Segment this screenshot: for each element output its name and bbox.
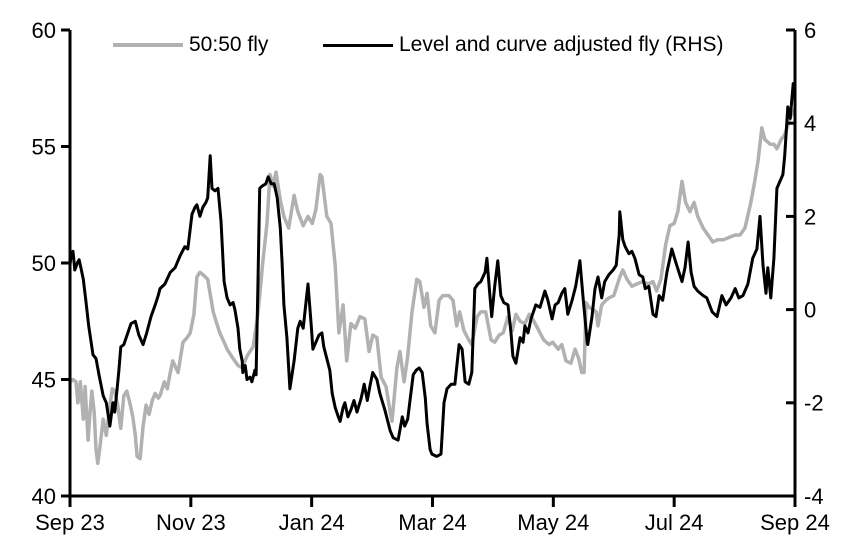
y-right-label-0: 0 <box>804 298 816 323</box>
y-right-label-6: 6 <box>804 18 816 43</box>
legend-item-5050-fly: 50:50 fly <box>113 34 268 56</box>
x-label-0: Sep 23 <box>35 510 105 535</box>
y-left-label-50: 50 <box>32 251 56 276</box>
series-line-black-rhs <box>68 82 797 458</box>
y-right-label-4: 4 <box>804 111 816 136</box>
legend-label-5050-fly: 50:50 fly <box>189 33 269 56</box>
legend-swatch-gray-line <box>113 43 183 47</box>
x-label-6: Sep 24 <box>760 510 830 535</box>
y-right-label--4: -4 <box>804 484 824 509</box>
x-label-1: Nov 23 <box>156 510 226 535</box>
x-label-2: Jan 24 <box>279 510 345 535</box>
y-right-label-2: 2 <box>804 204 816 229</box>
y-left-label-55: 55 <box>32 134 56 159</box>
x-label-5: Jul 24 <box>645 510 704 535</box>
x-label-3: Mar 24 <box>398 510 466 535</box>
y-left-label-60: 60 <box>32 18 56 43</box>
x-label-4: May 24 <box>517 510 589 535</box>
series-line-gray-lhs <box>68 108 797 466</box>
y-left-label-40: 40 <box>32 484 56 509</box>
legend-label-level-curve-adjusted-fly: Level and curve adjusted fly (RHS) <box>399 33 724 56</box>
y-right-label--2: -2 <box>804 391 824 416</box>
legend-swatch-black-line <box>323 43 393 47</box>
legend-item-level-curve-adjusted-fly: Level and curve adjusted fly (RHS) <box>323 34 724 56</box>
y-left-label-45: 45 <box>32 367 56 392</box>
